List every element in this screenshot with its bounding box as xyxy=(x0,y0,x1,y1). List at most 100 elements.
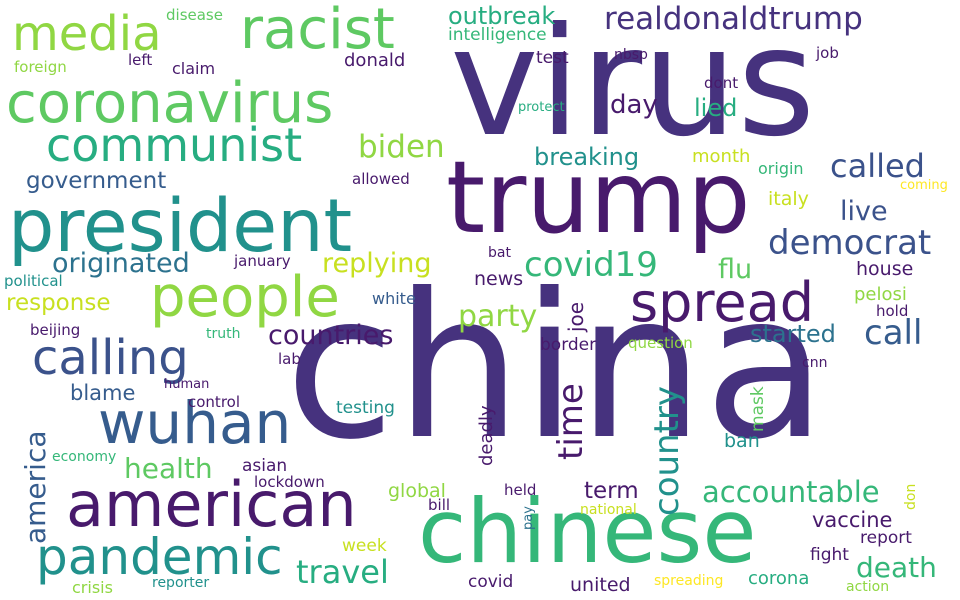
word-biden: biden xyxy=(358,129,445,165)
word-virus: virus xyxy=(450,0,816,170)
word-america: america xyxy=(19,430,52,544)
word-asian: asian xyxy=(242,456,288,476)
word-held: held xyxy=(504,481,537,499)
word-fight: fight xyxy=(810,545,849,565)
word-replying: replying xyxy=(322,248,432,279)
word-country: country xyxy=(647,385,687,516)
word-week: week xyxy=(342,536,387,556)
word-january: january xyxy=(234,252,291,270)
word-pelosi: pelosi xyxy=(854,284,907,305)
word-political: political xyxy=(4,272,63,290)
word-job: job xyxy=(816,44,839,62)
word-protect: protect xyxy=(518,100,565,115)
word-day: day xyxy=(610,90,658,120)
word-test: test xyxy=(536,48,569,68)
word-deadly: deadly xyxy=(476,405,497,466)
word-called: called xyxy=(830,147,925,185)
word-bill: bill xyxy=(428,496,451,514)
word-report: report xyxy=(860,528,912,548)
word-coronavirus: coronavirus xyxy=(6,71,334,136)
word-month: month xyxy=(692,146,751,167)
word-originated: originated xyxy=(52,248,190,279)
word-blame: blame xyxy=(70,381,136,405)
word-started: started xyxy=(750,320,836,348)
word-united: united xyxy=(570,574,631,596)
word-china: china xyxy=(285,251,827,484)
word-american: american xyxy=(66,468,357,541)
word-economy: economy xyxy=(52,449,117,465)
word-national: national xyxy=(580,502,637,518)
word-truth: truth xyxy=(206,326,241,342)
word-border: border xyxy=(540,335,597,355)
word-trump: trump xyxy=(446,139,751,256)
word-chinese: chinese xyxy=(418,480,757,583)
word-nbsp: nbsp xyxy=(614,47,648,63)
word-racist: racist xyxy=(240,0,395,62)
word-italy: italy xyxy=(768,188,809,210)
word-white: white xyxy=(372,289,416,308)
word-foreign: foreign xyxy=(14,58,67,76)
word-origin: origin xyxy=(758,159,804,178)
word-crisis: crisis xyxy=(72,578,113,597)
word-mask: mask xyxy=(748,386,768,432)
word-spreading: spreading xyxy=(654,573,724,589)
word-accountable: accountable xyxy=(702,475,880,509)
word-spread: spread xyxy=(630,271,815,334)
word-global: global xyxy=(388,480,446,502)
word-ban: ban xyxy=(724,430,760,452)
word-action: action xyxy=(846,579,890,595)
word-joe: joe xyxy=(564,301,588,332)
word-party: party xyxy=(458,299,538,334)
word-term: term xyxy=(584,478,639,504)
word-realdonaldtrump: realdonaldtrump xyxy=(604,1,863,37)
word-lockdown: lockdown xyxy=(254,473,325,491)
word-vaccine: vaccine xyxy=(812,508,893,532)
word-intelligence: intelligence xyxy=(448,25,547,45)
word-countries: countries xyxy=(268,320,394,351)
word-hold: hold xyxy=(876,302,909,320)
word-coming: coming xyxy=(900,178,948,193)
word-claim: claim xyxy=(172,59,216,78)
word-flu: flu xyxy=(718,254,753,285)
word-question: question xyxy=(628,334,693,352)
word-left: left xyxy=(128,51,153,69)
word-lied: lied xyxy=(694,94,738,122)
word-corona: corona xyxy=(748,568,810,589)
word-cnn: cnn xyxy=(802,355,828,371)
word-media: media xyxy=(12,6,162,62)
word-reporter: reporter xyxy=(152,575,210,591)
word-house: house xyxy=(856,258,914,280)
word-response: response xyxy=(6,290,111,316)
word-death: death xyxy=(856,551,937,584)
word-government: government xyxy=(26,168,167,194)
word-calling: calling xyxy=(32,330,189,386)
word-donald: donald xyxy=(344,50,406,71)
word-allowed: allowed xyxy=(352,170,410,188)
word-don: don xyxy=(903,483,919,510)
word-travel: travel xyxy=(296,553,389,591)
word-control: control xyxy=(188,393,240,411)
word-health: health xyxy=(124,452,213,485)
word-pay: pay xyxy=(521,506,536,530)
word-testing: testing xyxy=(336,398,395,418)
word-communist: communist xyxy=(46,118,303,172)
word-president: president xyxy=(8,184,353,269)
word-people: people xyxy=(150,265,340,330)
word-news: news xyxy=(474,268,524,290)
word-breaking: breaking xyxy=(534,143,640,171)
word-outbreak: outbreak xyxy=(448,2,556,30)
word-lab: lab xyxy=(278,350,301,368)
word-live: live xyxy=(840,196,888,227)
word-disease: disease xyxy=(166,6,223,24)
word-wuhan: wuhan xyxy=(98,389,292,457)
word-covid: covid xyxy=(468,572,514,592)
word-covid19: covid19 xyxy=(524,245,658,285)
word-democrat: democrat xyxy=(768,223,932,263)
word-dont: dont xyxy=(704,74,739,92)
word-pandemic: pandemic xyxy=(36,528,283,586)
word-call: call xyxy=(864,313,923,353)
word-beijing: beijing xyxy=(30,321,81,339)
word-time: time xyxy=(551,383,591,460)
word-human: human xyxy=(164,377,210,392)
